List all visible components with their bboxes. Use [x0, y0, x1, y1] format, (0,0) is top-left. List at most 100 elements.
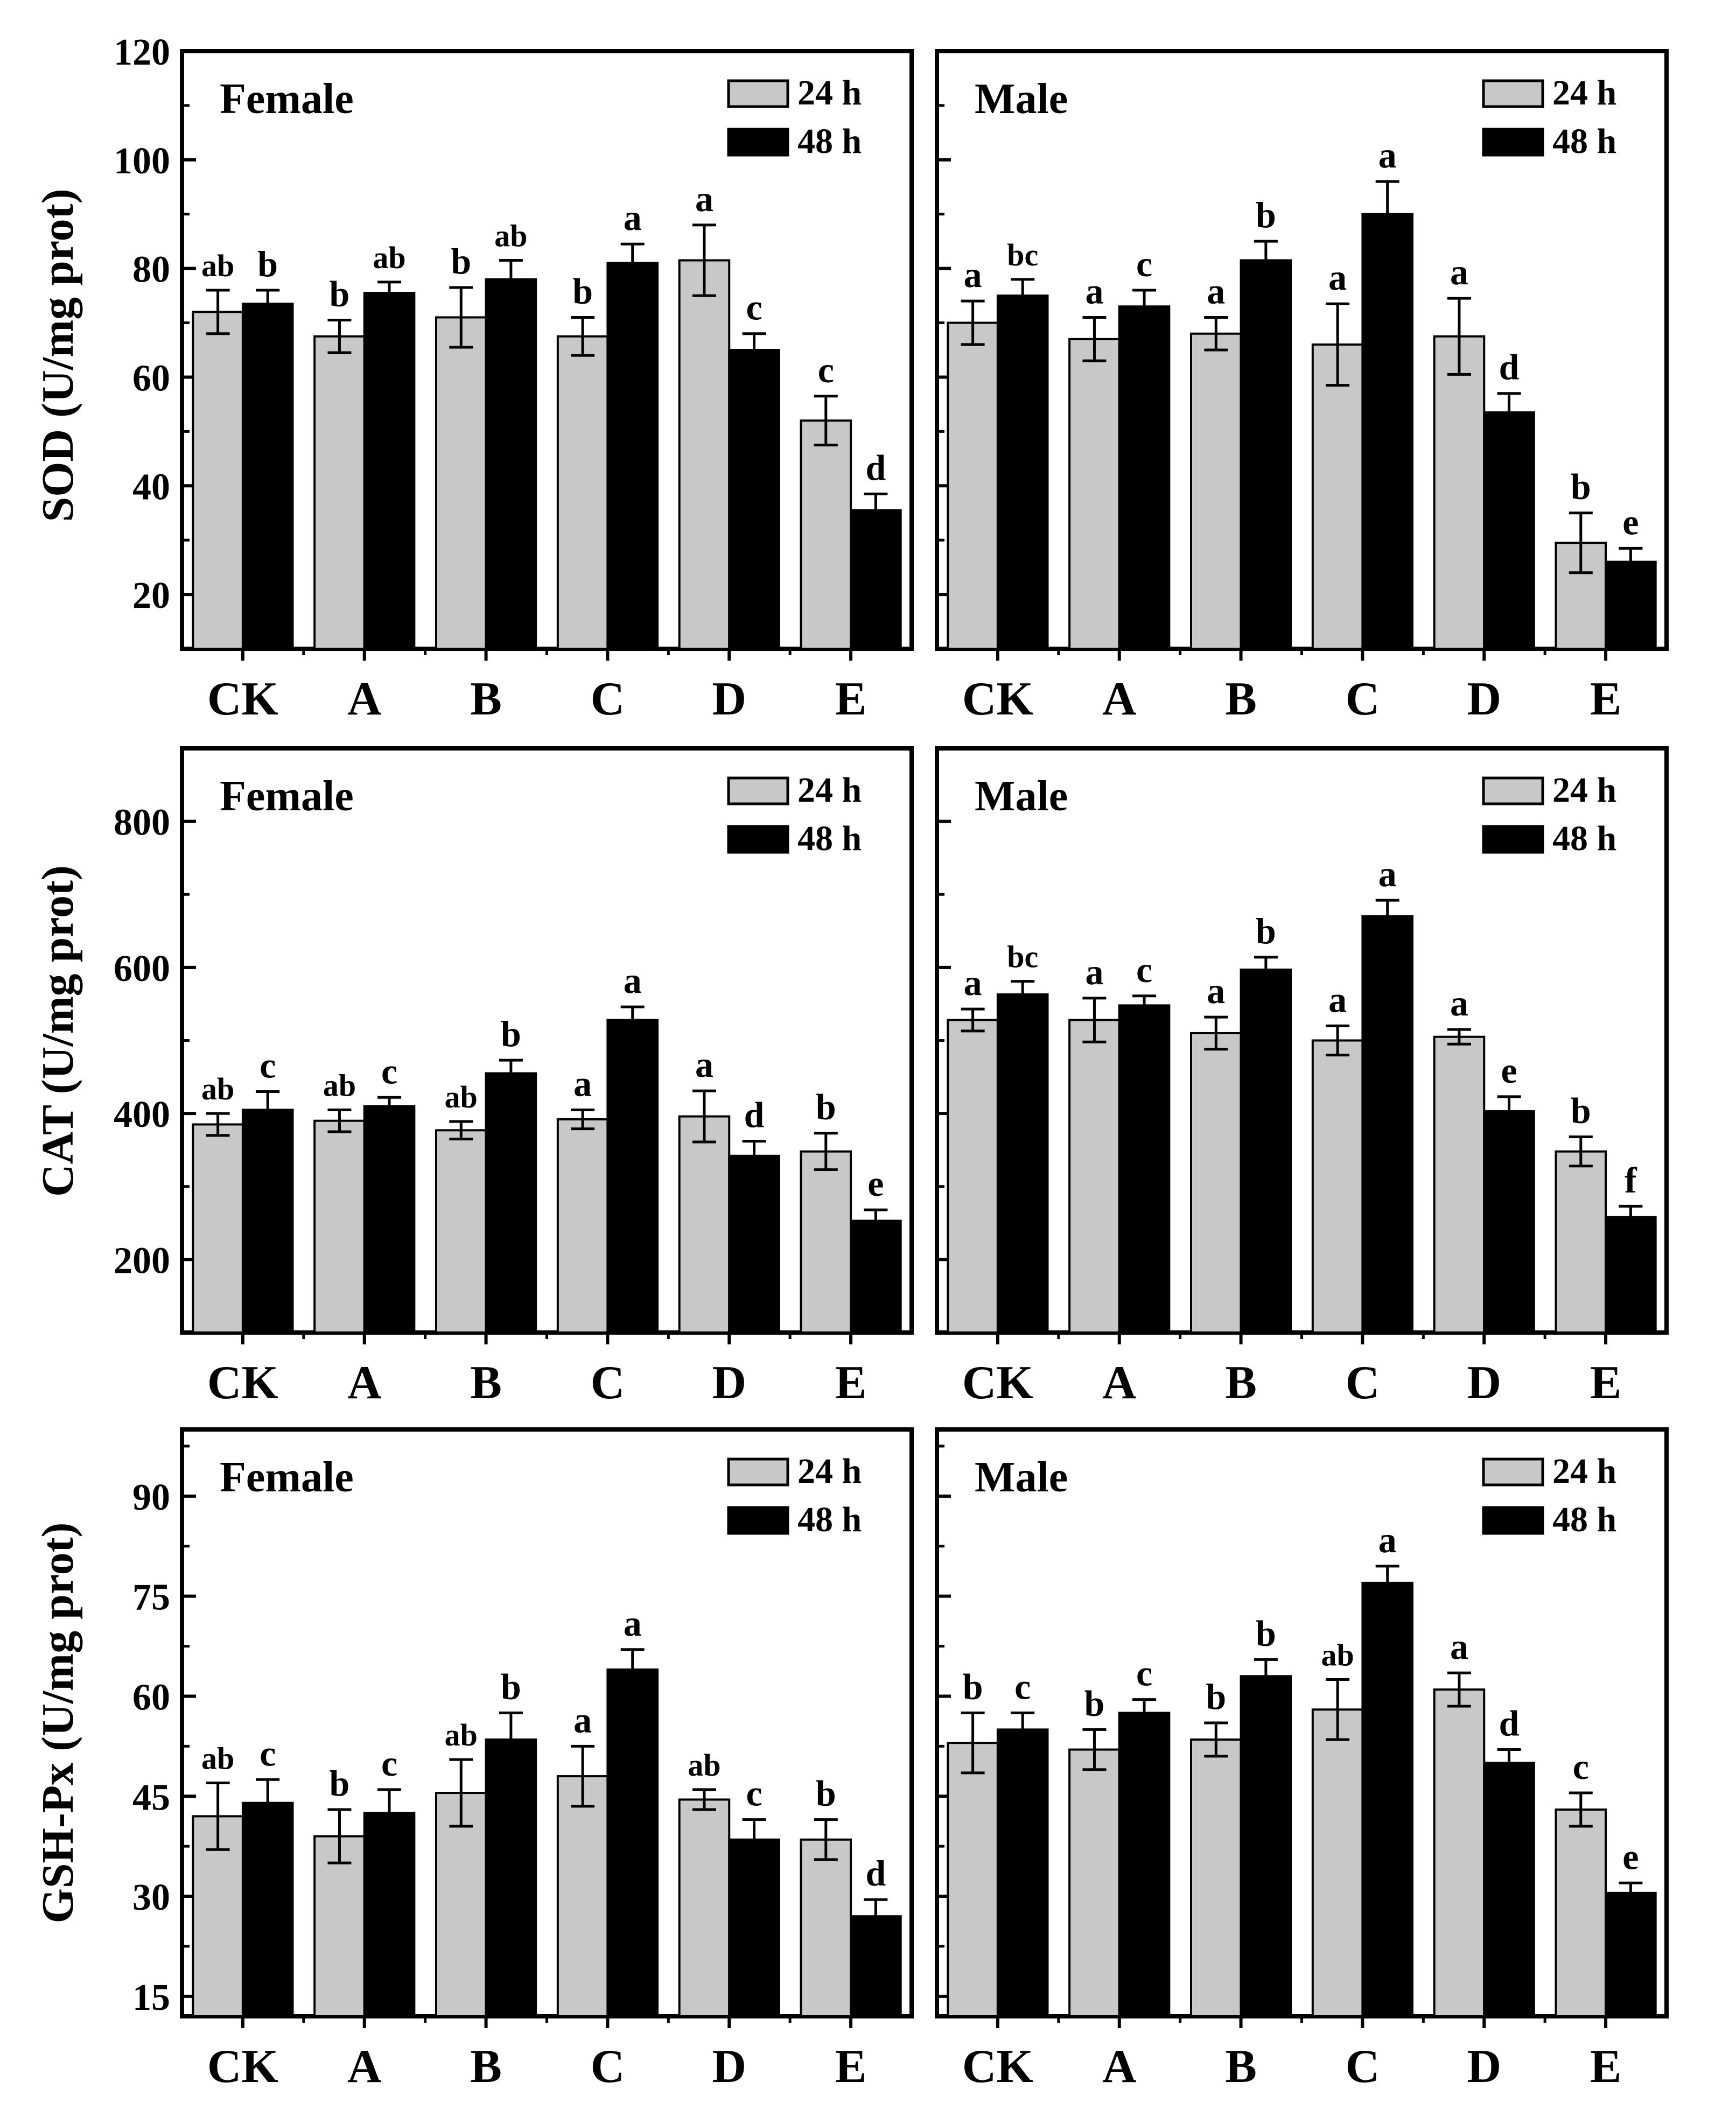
significance-label: c [1136, 949, 1152, 990]
bar-24h-b [1189, 1032, 1242, 1334]
y-tick-label: 600 [114, 948, 170, 990]
y-tick-label: 40 [132, 466, 170, 508]
legend-label: 48 h [1552, 122, 1616, 161]
x-category-label: E [835, 673, 867, 725]
panel-title: Female [220, 75, 354, 123]
y-tick-label: 100 [114, 141, 170, 182]
bar-24h-a [1068, 338, 1121, 650]
significance-label: b [816, 1086, 836, 1127]
y-tick-label: 800 [114, 802, 170, 844]
x-category-label: B [1225, 673, 1257, 725]
bar-24h-e [800, 1838, 852, 2018]
x-category-label: CK [962, 673, 1033, 725]
significance-label: f [1625, 1159, 1637, 1200]
x-category-label: A [1102, 1357, 1137, 1409]
legend-swatch [727, 1457, 789, 1487]
significance-label: d [865, 1853, 886, 1894]
bar-24h-b [435, 1129, 487, 1334]
significance-label: b [1256, 910, 1276, 951]
significance-label: ab [201, 1071, 234, 1106]
significance-label: a [573, 1699, 592, 1740]
y-tick-label: 80 [132, 249, 170, 291]
legend-label: 48 h [797, 1500, 862, 1539]
legend-swatch [1482, 128, 1544, 157]
x-category-label: E [835, 2041, 867, 2093]
significance-label: b [1571, 466, 1591, 507]
bar-48h-b [485, 1738, 537, 2017]
significance-label: b [501, 1666, 521, 1707]
cat-y-axis-title: CAT (U/mg prot) [33, 865, 83, 1197]
bar-48h-d [728, 349, 780, 650]
bar-24h-b [435, 1792, 487, 2018]
bar-48h-a [1118, 1712, 1171, 2017]
legend-label: 48 h [1552, 819, 1616, 858]
significance-label: a [695, 1044, 713, 1085]
y-tick-label: 120 [114, 32, 170, 73]
bar-48h-a [363, 1812, 416, 2017]
significance-label: d [1499, 1703, 1520, 1744]
significance-label: a [964, 962, 982, 1003]
legend-label: 24 h [797, 1452, 862, 1491]
y-tick-label: 400 [114, 1094, 170, 1135]
x-category-label: A [347, 2041, 382, 2093]
bar-24h-a [313, 1119, 366, 1334]
legend-label: 48 h [1552, 1500, 1616, 1539]
significance-label: c [1136, 1653, 1152, 1694]
bar-48h-a [363, 292, 416, 650]
x-category-label: B [470, 2041, 502, 2093]
significance-label: d [865, 447, 886, 488]
significance-label: a [1085, 270, 1103, 311]
bar-48h-c [1361, 1581, 1414, 2018]
legend-swatch [1482, 776, 1544, 805]
sod-y-axis-title: SOD (U/mg prot) [33, 188, 83, 522]
significance-label: b [451, 241, 471, 282]
bar-48h-c [1361, 915, 1414, 1334]
bar-48h-a [363, 1105, 416, 1334]
significance-label: a [1378, 1519, 1397, 1560]
bar-48h-d [1483, 1110, 1535, 1334]
significance-label: a [624, 960, 642, 1001]
significance-label: ab [201, 248, 234, 283]
significance-label: b [501, 1013, 521, 1054]
significance-label: a [1085, 951, 1103, 992]
x-category-label: D [712, 2041, 746, 2093]
legend-swatch [727, 1506, 789, 1535]
significance-label: a [1207, 270, 1225, 311]
x-category-label: CK [207, 1357, 278, 1409]
bar-24h-a [1068, 1019, 1121, 1334]
bar-48h-b [485, 1072, 537, 1334]
panel-title: Male [975, 75, 1068, 123]
significance-label: b [1206, 1676, 1226, 1717]
legend-swatch [727, 79, 789, 108]
legend-label: 48 h [797, 122, 862, 161]
bar-24h-c [1311, 1039, 1364, 1334]
significance-label: c [260, 1733, 276, 1773]
legend-label: 24 h [1552, 73, 1616, 113]
x-category-label: CK [207, 2041, 278, 2093]
bar-48h-b [1240, 1675, 1292, 2017]
x-category-label: CK [962, 1357, 1033, 1409]
x-category-label: E [1590, 673, 1622, 725]
legend-label: 24 h [1552, 1452, 1616, 1491]
bar-24h-b [1189, 1738, 1242, 2017]
significance-label: a [1450, 983, 1468, 1024]
x-category-label: D [1467, 1357, 1501, 1409]
bar-24h-ck [192, 1123, 244, 1334]
x-category-label: E [835, 1357, 867, 1409]
significance-label: a [1450, 251, 1468, 292]
significance-label: ab [201, 1741, 234, 1776]
significance-label: c [1573, 1746, 1589, 1787]
significance-label: ab [445, 1718, 478, 1752]
x-category-label: C [1346, 673, 1380, 725]
significance-label: a [1378, 135, 1397, 176]
significance-label: ab [373, 240, 405, 275]
x-category-label: B [470, 1357, 502, 1409]
bar-24h-d [1433, 1688, 1486, 2017]
panel-title: Male [975, 773, 1068, 820]
